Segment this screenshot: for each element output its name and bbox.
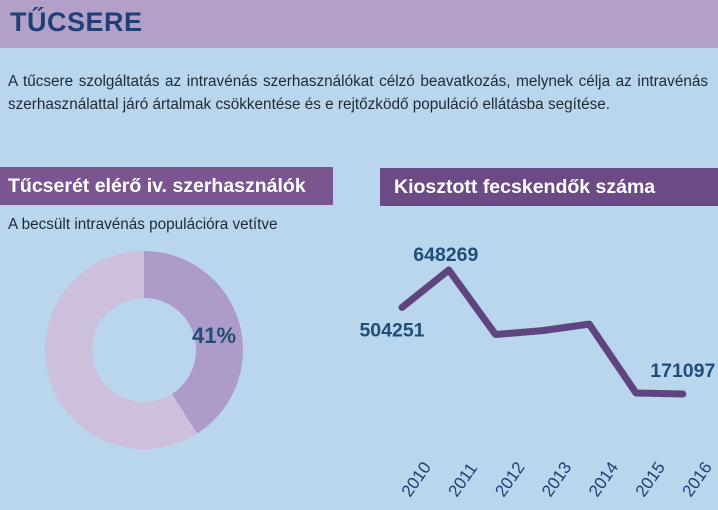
x-tick-label-2012: 2012 — [491, 458, 528, 500]
data-label-2011: 648269 — [413, 244, 478, 266]
data-point-2012 — [493, 332, 498, 337]
left-section-heading: Tűcserét elérő iv. szerhasználók — [0, 167, 333, 205]
x-tick-label-2016: 2016 — [679, 458, 716, 500]
x-tick-label-2011: 2011 — [445, 459, 482, 500]
donut-slice-value — [144, 251, 244, 434]
data-point-2015 — [634, 390, 638, 395]
donut-percent-label: 41% — [192, 323, 236, 348]
data-label-2016: 171097 — [650, 360, 715, 382]
data-point-2013 — [540, 328, 545, 333]
donut-slice-rest — [45, 251, 198, 449]
x-tick-label-2014: 2014 — [585, 458, 622, 500]
data-point-2014 — [587, 322, 592, 327]
page-title: TŰCSERE — [10, 7, 143, 37]
data-point-2011 — [446, 268, 451, 272]
right-section-heading: Kiosztott fecskendők száma — [380, 168, 718, 206]
data-label-2010: 504251 — [359, 319, 424, 341]
intro-text: A tűcsere szolgáltatás az intravénás sze… — [8, 73, 708, 113]
donut-subtitle: A becsült intravénás populációra vetítve — [8, 216, 278, 233]
x-tick-label-2013: 2013 — [538, 458, 575, 500]
x-tick-label-2015: 2015 — [632, 458, 669, 500]
header-bar: TŰCSERE — [0, 0, 718, 48]
x-tick-label-2010: 2010 — [398, 458, 435, 500]
data-point-2010 — [400, 305, 404, 310]
data-point-2016 — [680, 392, 685, 396]
